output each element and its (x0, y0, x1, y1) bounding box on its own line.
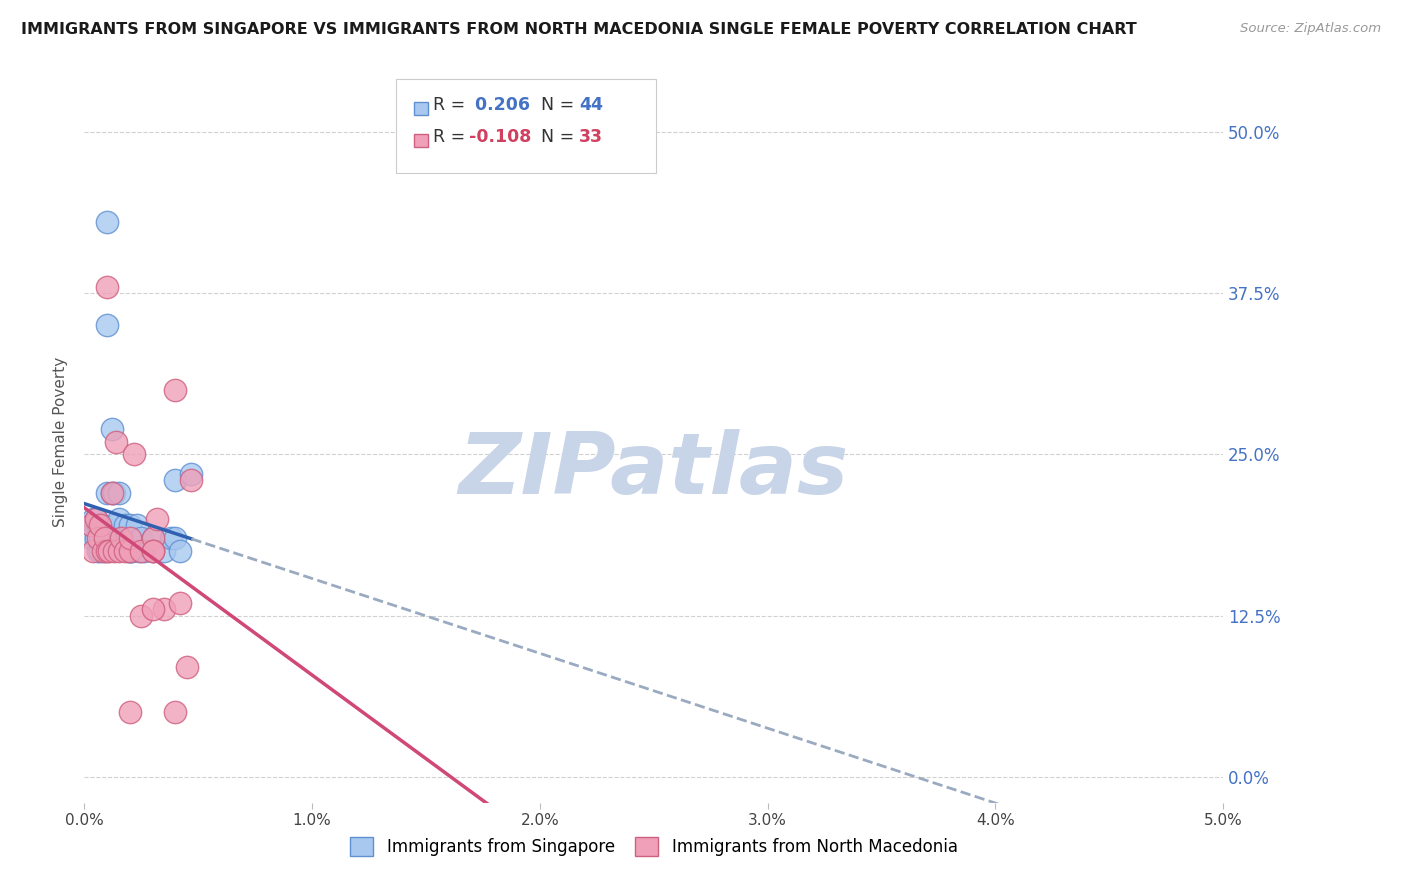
Point (118, 531, 141, 545)
Point (169, 544, 191, 558)
Point (118, 518, 141, 533)
Point (114, 518, 136, 533)
Point (165, 531, 187, 545)
Point (117, 544, 139, 558)
Point (96, 544, 118, 558)
Point (118, 544, 141, 558)
Text: N =: N = (530, 96, 579, 114)
Point (142, 544, 165, 558)
Point (107, 512, 129, 526)
Point (132, 544, 155, 558)
Point (89, 544, 111, 558)
Point (103, 544, 125, 558)
Point (165, 383, 187, 397)
Point (118, 706, 141, 720)
Point (142, 531, 165, 545)
Point (112, 531, 135, 545)
Point (110, 531, 132, 545)
Point (128, 544, 150, 558)
Point (118, 544, 141, 558)
Text: 44: 44 (579, 96, 603, 114)
Point (131, 608, 153, 623)
Point (107, 544, 129, 558)
Point (142, 602, 165, 616)
Point (91, 544, 114, 558)
Point (142, 544, 165, 558)
Point (121, 544, 143, 558)
Point (131, 544, 153, 558)
Point (100, 486, 122, 500)
Point (118, 544, 141, 558)
Point (176, 660, 198, 674)
Y-axis label: Single Female Poverty: Single Female Poverty (53, 357, 69, 526)
Point (180, 473, 202, 487)
Text: R =: R = (433, 128, 471, 146)
Point (169, 596, 191, 610)
Point (114, 544, 136, 558)
Point (146, 512, 169, 526)
Legend: Immigrants from Singapore, Immigrants from North Macedonia: Immigrants from Singapore, Immigrants fr… (343, 830, 965, 863)
Point (153, 602, 176, 616)
Text: 0.206: 0.206 (470, 96, 530, 114)
Point (142, 531, 165, 545)
Point (103, 486, 125, 500)
Point (100, 422, 122, 436)
Point (87, 518, 110, 533)
Point (96, 215, 118, 229)
Text: -0.108: -0.108 (470, 128, 531, 146)
Point (84, 512, 107, 526)
Point (165, 473, 187, 487)
Point (180, 467, 202, 481)
Point (80, 518, 103, 533)
Point (124, 447, 146, 461)
Text: R =: R = (433, 96, 471, 114)
Text: N =: N = (530, 128, 579, 146)
Point (96, 486, 118, 500)
Text: 33: 33 (579, 128, 603, 146)
Point (94, 544, 117, 558)
Point (87, 531, 110, 545)
Point (82, 512, 104, 526)
Point (131, 531, 153, 545)
Point (96, 318, 118, 333)
Point (89, 531, 111, 545)
Text: Source: ZipAtlas.com: Source: ZipAtlas.com (1240, 22, 1381, 36)
Point (142, 544, 165, 558)
Point (98, 531, 121, 545)
Point (103, 531, 125, 545)
Point (100, 486, 122, 500)
Point (107, 486, 129, 500)
Point (96, 279, 118, 293)
Text: ZIPatlas: ZIPatlas (458, 429, 849, 512)
Point (165, 706, 187, 720)
Point (80, 518, 103, 533)
Point (87, 544, 110, 558)
Point (125, 518, 148, 533)
Point (91, 518, 114, 533)
Point (82, 544, 104, 558)
Point (105, 434, 128, 449)
Text: IMMIGRANTS FROM SINGAPORE VS IMMIGRANTS FROM NORTH MACEDONIA SINGLE FEMALE POVER: IMMIGRANTS FROM SINGAPORE VS IMMIGRANTS … (21, 22, 1137, 37)
Point (110, 531, 132, 545)
Point (105, 518, 128, 533)
Point (114, 531, 136, 545)
Point (89, 518, 111, 533)
Point (84, 512, 107, 526)
Point (124, 531, 146, 545)
Point (80, 531, 103, 545)
Point (153, 544, 176, 558)
Point (98, 544, 121, 558)
Point (84, 531, 107, 545)
Point (160, 531, 183, 545)
Point (94, 531, 117, 545)
